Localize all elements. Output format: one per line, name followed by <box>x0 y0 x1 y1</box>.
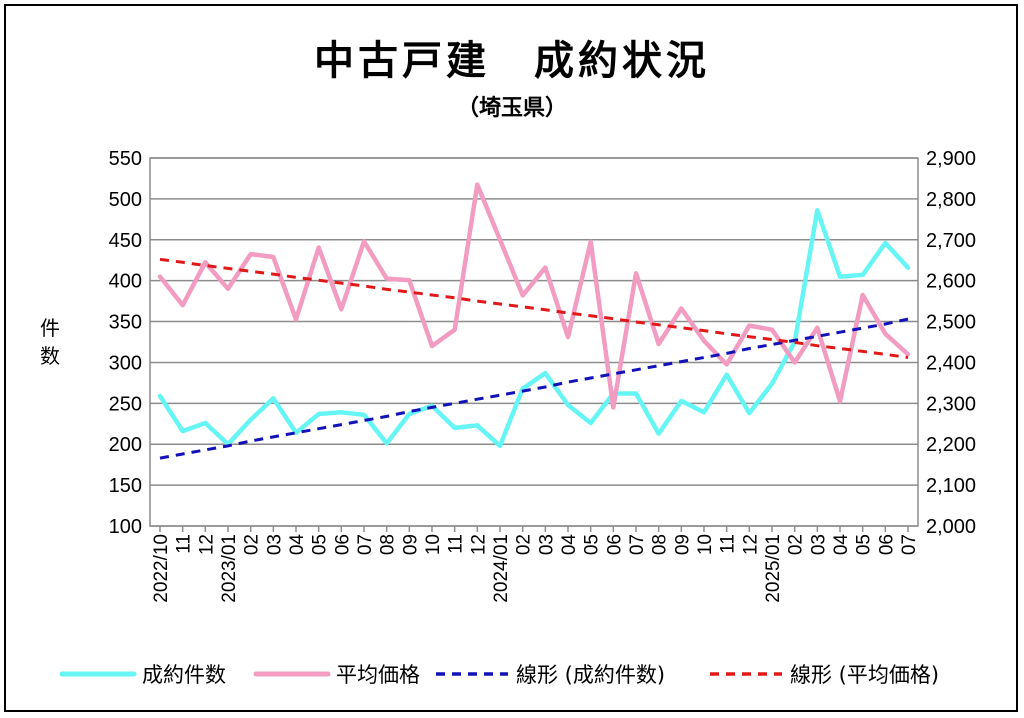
gridlines <box>149 157 919 527</box>
y-tick-label: 350 <box>109 312 142 334</box>
x-tick-label: 03 <box>808 534 829 555</box>
series-line <box>157 208 911 449</box>
x-tick-label: 04 <box>287 534 308 556</box>
x-tick-label: 2024/01 <box>491 534 512 603</box>
y2-tick-label: 2,800 <box>926 189 976 211</box>
x-tick-label: 03 <box>536 534 557 555</box>
chart-subtitle: （埼玉県） <box>456 96 567 121</box>
x-tick-label: 03 <box>264 534 285 555</box>
x-tick-label: 08 <box>650 534 671 555</box>
y-tick-label: 100 <box>109 516 142 538</box>
x-tick-label: 06 <box>332 534 353 555</box>
x-tick-label: 04 <box>559 534 580 556</box>
x-tick-label: 11 <box>446 534 467 554</box>
series-lines <box>157 182 911 460</box>
y-tick-label: 250 <box>109 393 142 415</box>
legend-label: 線形 (平均価格) <box>790 663 939 687</box>
x-tick-label: 02 <box>242 534 263 555</box>
x-tick-label: 2023/01 <box>219 534 240 603</box>
x-tick-label: 06 <box>876 534 897 555</box>
y-tick-label: 550 <box>109 148 142 170</box>
y2-tick-label: 2,700 <box>926 230 976 252</box>
legend-label: 成約件数 <box>142 663 226 687</box>
y-tick-label: 450 <box>109 230 142 252</box>
y-tick-label: 500 <box>109 189 142 211</box>
series-line <box>159 317 909 460</box>
plot-area-border <box>149 157 919 527</box>
x-tick-label: 06 <box>604 534 625 555</box>
x-tick-label: 09 <box>672 534 693 555</box>
x-tick-label: 10 <box>695 534 716 555</box>
y2-tick-label: 2,600 <box>926 271 976 293</box>
x-tick-label: 12 <box>196 534 217 555</box>
y2-tick-label: 2,500 <box>926 312 976 334</box>
y-tick-label: 300 <box>109 352 142 374</box>
x-tick-label: 12 <box>468 534 489 555</box>
x-tick-label: 2022/10 <box>151 534 172 603</box>
x-tick-label: 07 <box>355 534 376 555</box>
x-tick-label: 05 <box>582 534 603 555</box>
y-axis-label: 件 <box>40 316 60 340</box>
y2-tick-label: 2,200 <box>926 434 976 456</box>
series-line <box>157 182 911 410</box>
legend-label: 線形 (成約件数) <box>516 663 665 687</box>
x-tick-label: 10 <box>423 534 444 555</box>
y-tick-label: 400 <box>109 271 142 293</box>
y-axis-label: 数 <box>40 344 60 368</box>
x-tick-label: 12 <box>740 534 761 555</box>
y-tick-label: 200 <box>109 434 142 456</box>
series-line <box>159 257 909 359</box>
y2-tick-label: 2,400 <box>926 352 976 374</box>
y2-tick-label: 2,100 <box>926 475 976 497</box>
x-tick-label: 11 <box>718 534 739 554</box>
chart-title: 中古戸建 成約状況 <box>314 38 710 84</box>
x-tick-label: 02 <box>514 534 535 555</box>
axes: 100 150 200 250 300 350 400 450 500 550 2,000 2,100… <box>40 148 976 603</box>
x-tick-label: 07 <box>627 534 648 555</box>
x-tick-label: 08 <box>378 534 399 555</box>
x-tick-label: 09 <box>400 534 421 555</box>
y-tick-label: 150 <box>109 475 142 497</box>
legend-label: 平均価格 <box>336 663 420 687</box>
x-tick-label: 11 <box>174 534 195 554</box>
x-tick-label: 04 <box>831 534 852 556</box>
x-tick-label: 05 <box>310 534 331 555</box>
x-tick-label: 02 <box>786 534 807 555</box>
legend: 成約件数 平均価格 線形 (成約件数) 線形 (平均価格) <box>59 663 939 687</box>
x-tick-label: 07 <box>899 534 920 555</box>
y2-tick-label: 2,000 <box>926 516 976 538</box>
y2-tick-label: 2,300 <box>926 393 976 415</box>
x-tick-label: 05 <box>854 534 875 555</box>
x-tick-label: 2025/01 <box>763 534 784 603</box>
y2-tick-label: 2,900 <box>926 148 976 170</box>
